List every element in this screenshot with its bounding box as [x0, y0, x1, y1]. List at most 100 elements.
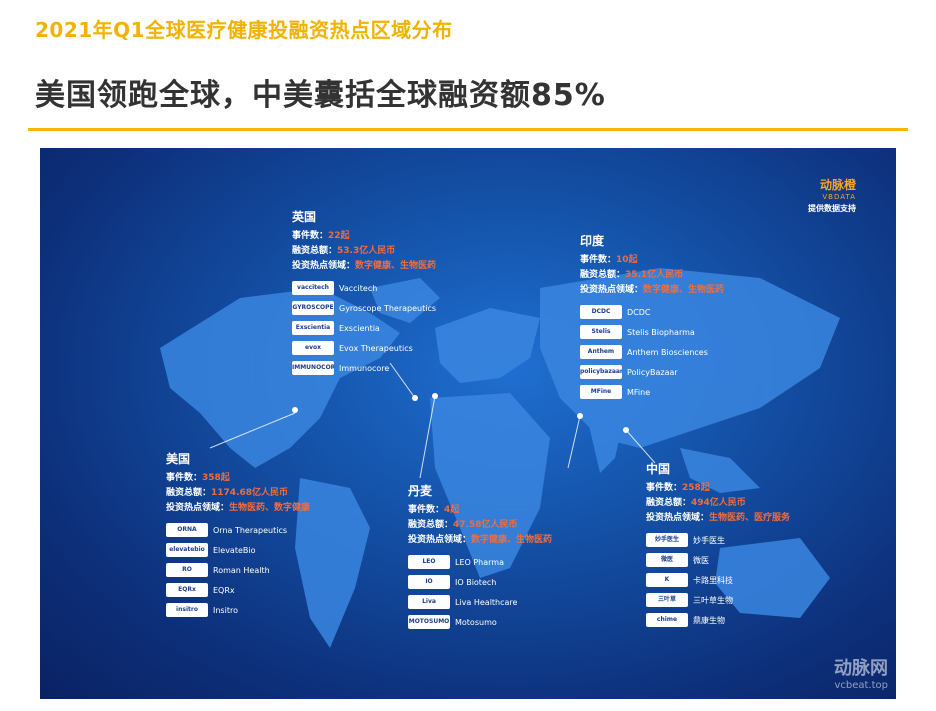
company-item: evox Evox Therapeutics	[292, 338, 436, 358]
company-item: 三叶草 三叶草生物	[646, 590, 790, 610]
company-list: vaccitech Vaccitech GYROSCOPE Gyroscope Th…	[292, 278, 436, 378]
company-logo: MFine	[580, 385, 622, 399]
greenland-landmass	[370, 278, 440, 323]
brand-name: 动脉橙	[819, 178, 856, 192]
hot-row: 投资热点领域：生物医药、数字健康	[166, 501, 310, 516]
india-landmass	[585, 408, 625, 473]
africa-landmass	[430, 393, 550, 578]
events-value: 358起	[202, 473, 230, 483]
uk-pointer-line	[389, 362, 416, 399]
headline: 美国领跑全球，中美囊括全球融资额85%	[35, 78, 606, 113]
company-list: DCDC DCDC Stelis Stelis Biopharma Anthem An…	[580, 302, 724, 402]
company-name: 三叶草生物	[693, 595, 733, 605]
company-item: IMMUNOCORE Immunocore	[292, 358, 436, 378]
hot-value: 数字健康、生物医药	[355, 261, 437, 271]
hot-value: 生物医药、数字健康	[229, 503, 311, 513]
region-name: 美国	[166, 452, 191, 466]
watermark-sub: vcbeat.top	[834, 680, 888, 691]
region-name: 印度	[580, 234, 605, 248]
region-name: 英国	[292, 210, 317, 224]
hot-label: 投资热点领域：	[292, 261, 356, 271]
amount-row: 融资总额：53.3亿人民币	[292, 244, 436, 259]
china-pointer-line	[625, 429, 656, 464]
company-name: 妙手医生	[693, 535, 725, 545]
company-logo: insitro	[166, 603, 208, 617]
company-logo: K	[646, 573, 688, 587]
events-value: 258起	[682, 483, 710, 493]
brand-tagline: 提供数据支持	[808, 204, 856, 213]
watermark-main: 动脉网	[834, 658, 888, 679]
events-label: 事件数：	[166, 473, 203, 483]
company-item: Exscientia Exscientia	[292, 318, 436, 338]
amount-label: 融资总额：	[166, 488, 212, 498]
brand-sub: VBDATA	[822, 193, 856, 201]
region-name: 丹麦	[408, 484, 433, 498]
amount-label: 融资总额：	[292, 246, 338, 256]
company-item: DCDC DCDC	[580, 302, 724, 322]
amount-row: 融资总额：47.58亿人民币	[408, 518, 552, 533]
southeast-asia-landmass	[680, 448, 760, 493]
company-logo: Stelis	[580, 325, 622, 339]
company-logo: vaccitech	[292, 281, 334, 295]
india-pointer-line	[567, 415, 581, 469]
region-uk: 英国 事件数：22起 融资总额：53.3亿人民币 投资热点领域：数字健康、生物医…	[292, 210, 436, 378]
company-logo: MOTOSUMO	[408, 615, 450, 629]
amount-value: 494亿人民币	[691, 498, 746, 508]
hot-label: 投资热点领域：	[580, 285, 644, 295]
us-pointer-line	[209, 412, 296, 449]
vcbeat-watermark: 动脉网 vcbeat.top	[834, 654, 888, 691]
events-label: 事件数：	[580, 255, 617, 265]
events-row: 事件数：258起	[646, 481, 790, 496]
australia-landmass	[715, 538, 830, 618]
events-value: 4起	[444, 505, 460, 515]
company-item: policybazaar PolicyBazaar	[580, 362, 724, 382]
hot-label: 投资热点领域：	[166, 503, 230, 513]
events-row: 事件数：358起	[166, 471, 310, 486]
company-item: K 卡路里科技	[646, 570, 790, 590]
company-name: EQRx	[213, 585, 235, 595]
company-name: Insitro	[213, 605, 238, 615]
hot-row: 投资热点领域：数字健康、生物医药	[292, 259, 436, 274]
world-map-panel: 动脉橙 VBDATA 提供数据支持 英国 事件数：22起 融资总额：53.3亿人…	[40, 148, 896, 699]
company-name: DCDC	[627, 307, 651, 317]
events-label: 事件数：	[646, 483, 683, 493]
uk-marker	[412, 395, 418, 401]
company-logo: RO	[166, 563, 208, 577]
company-name: IO Biotech	[455, 577, 497, 587]
company-logo: LEO	[408, 555, 450, 569]
company-item: 微医 微医	[646, 550, 790, 570]
company-item: Liva Liva Healthcare	[408, 592, 552, 612]
amount-label: 融资总额：	[408, 520, 454, 530]
company-name: LEO Pharma	[455, 557, 504, 567]
company-logo: 微医	[646, 553, 688, 567]
company-item: GYROSCOPE Gyroscope Therapeutics	[292, 298, 436, 318]
company-list: LEO LEO Pharma IO IO Biotech Liva Liva Heal…	[408, 552, 552, 632]
company-name: ElevateBio	[213, 545, 256, 555]
hot-row: 投资热点领域：生物医药、医疗服务	[646, 511, 790, 526]
amount-value: 47.58亿人民币	[453, 520, 518, 530]
company-item: Stelis Stelis Biopharma	[580, 322, 724, 342]
company-item: Anthem Anthem Biosciences	[580, 342, 724, 362]
company-item: elevatebio ElevateBio	[166, 540, 310, 560]
events-row: 事件数：4起	[408, 503, 552, 518]
region-us: 美国 事件数：358起 融资总额：1174.68亿人民币 投资热点领域：生物医药…	[166, 452, 310, 620]
title-divider	[28, 128, 908, 131]
vbdata-brand: 动脉橙 VBDATA 提供数据支持	[808, 176, 856, 214]
south-america-landmass	[295, 478, 370, 648]
company-name: Gyroscope Therapeutics	[339, 303, 437, 313]
company-item: IO IO Biotech	[408, 572, 552, 592]
company-logo: GYROSCOPE	[292, 301, 334, 315]
amount-row: 融资总额：35.1亿人民币	[580, 268, 724, 283]
company-logo: evox	[292, 341, 334, 355]
company-item: EQRx EQRx	[166, 580, 310, 600]
company-logo: EQRx	[166, 583, 208, 597]
company-logo: policybazaar	[580, 365, 622, 379]
company-item: insitro Insitro	[166, 600, 310, 620]
amount-label: 融资总额：	[646, 498, 692, 508]
company-name: Immunocore	[339, 363, 390, 373]
region-denmark: 丹麦 事件数：4起 融资总额：47.58亿人民币 投资热点领域：数字健康、生物医…	[408, 484, 552, 632]
north-america-landmass	[160, 288, 400, 468]
company-name: Roman Health	[213, 565, 270, 575]
world-map	[160, 268, 840, 648]
region-china: 中国 事件数：258起 融资总额：494亿人民币 投资热点领域：生物医药、医疗服…	[646, 462, 790, 630]
